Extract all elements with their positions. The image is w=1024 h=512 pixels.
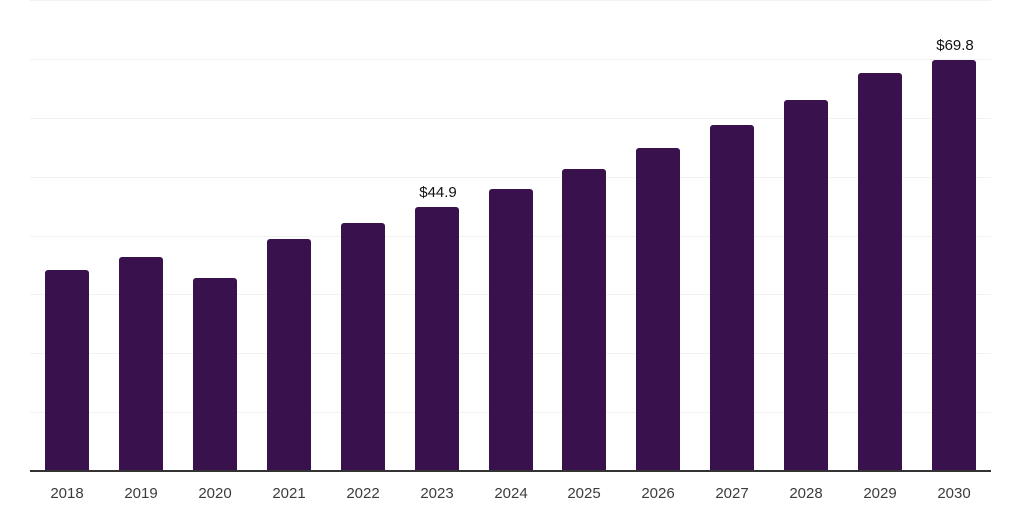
x-tick-label-2028: 2028 <box>789 485 823 502</box>
bar-2029 <box>858 73 902 471</box>
bar-2020 <box>193 278 237 471</box>
x-tick-label-2027: 2027 <box>715 485 749 502</box>
x-tick-label-2021: 2021 <box>272 485 306 502</box>
x-tick-label-2025: 2025 <box>567 485 601 502</box>
grid-line-80 <box>30 0 991 1</box>
x-tick-label-2026: 2026 <box>641 485 675 502</box>
x-axis-line <box>30 470 991 472</box>
grid-line-50 <box>30 177 991 178</box>
bar-2027 <box>710 125 754 471</box>
bar-2019 <box>119 257 163 471</box>
x-tick-label-2022: 2022 <box>346 485 380 502</box>
bar-value-label-2030: $69.8 <box>936 37 974 54</box>
x-tick-label-2024: 2024 <box>494 485 528 502</box>
bar-2022 <box>341 223 385 471</box>
x-tick-label-2023: 2023 <box>420 485 454 502</box>
bar-2023 <box>415 207 459 471</box>
bar-value-label-2023: $44.9 <box>419 184 457 201</box>
bar-2025 <box>562 169 606 471</box>
bar-2024 <box>489 189 533 471</box>
x-tick-label-2018: 2018 <box>50 485 84 502</box>
bar-2030 <box>932 60 976 471</box>
x-tick-label-2019: 2019 <box>124 485 158 502</box>
bar-2018 <box>45 270 89 471</box>
x-tick-label-2029: 2029 <box>863 485 897 502</box>
x-tick-label-2020: 2020 <box>198 485 232 502</box>
grid-line-70 <box>30 59 991 60</box>
x-tick-label-2030: 2030 <box>937 485 971 502</box>
bar-2026 <box>636 148 680 471</box>
grid-line-60 <box>30 118 991 119</box>
bar-2021 <box>267 239 311 471</box>
bar-2028 <box>784 100 828 471</box>
